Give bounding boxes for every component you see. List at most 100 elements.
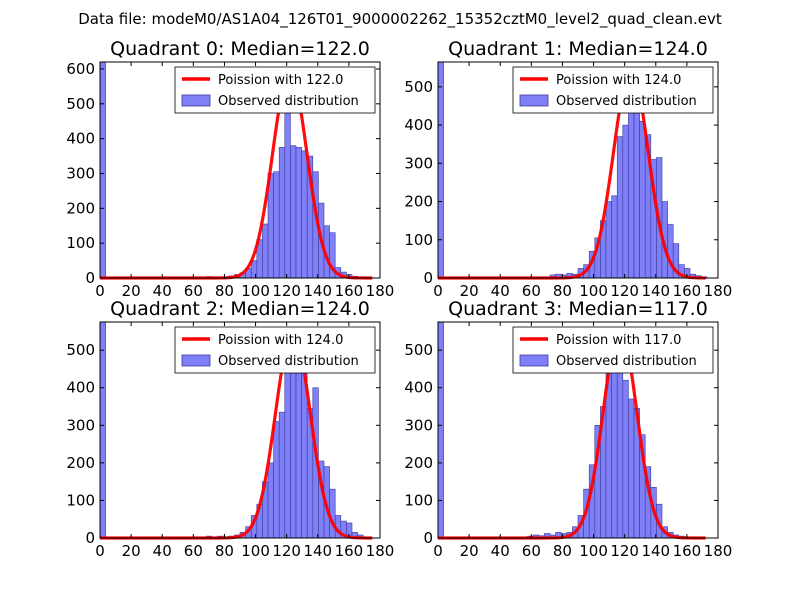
x-tick-label: 20 [460, 542, 479, 560]
histogram-bar [295, 372, 302, 539]
y-tick-label: 100 [404, 231, 433, 249]
histogram-bar [273, 421, 280, 539]
legend-bar-swatch [519, 354, 549, 367]
x-tick-label: 140 [303, 542, 332, 560]
x-tick-label: 60 [522, 282, 541, 300]
axes-frame [99, 61, 381, 279]
x-tick-label: 140 [641, 542, 670, 560]
x-tick-label: 100 [579, 282, 608, 300]
x-tick-label: 80 [553, 282, 572, 300]
legend-curve-label: Poission with 122.0 [218, 73, 343, 88]
chart-panel-1: 0 20 40 60 80 100 120 140 160 1800100200300400500… [404, 38, 732, 300]
histogram-bar [295, 147, 302, 279]
y-tick-label: 300 [404, 416, 433, 434]
histogram-bar [278, 411, 286, 539]
y-tick-label: 200 [66, 454, 95, 472]
histogram-bar [611, 195, 618, 279]
legend: Poission with 124.0 Observed distribution [512, 66, 714, 114]
x-tick-label: 160 [673, 282, 702, 300]
histogram-bar [290, 145, 297, 279]
legend-bar-label: Observed distribution [218, 354, 359, 369]
chart-panel-2: 0 20 40 60 80 100 120 140 160 1800100200300400500… [66, 298, 394, 560]
x-tick-label: 140 [641, 282, 670, 300]
x-tick-label: 160 [335, 542, 364, 560]
legend: Poission with 124.0 Observed distribution [174, 326, 376, 374]
histogram-bar [616, 136, 624, 279]
histogram-bar [99, 321, 106, 539]
histogram-bar [639, 120, 646, 279]
axes-frame [437, 61, 719, 279]
legend-bar-label: Observed distribution [556, 354, 697, 369]
x-tick-label: 40 [491, 542, 510, 560]
x-tick-label: 180 [704, 282, 733, 300]
y-tick-label: 0 [85, 529, 95, 547]
y-tick-label: 300 [66, 164, 95, 182]
x-tick-label: 80 [553, 542, 572, 560]
axes-frame [437, 321, 719, 539]
chart-panel-3: 0 20 40 60 80 100 120 140 160 1800100200300400500… [404, 298, 732, 560]
histogram-bar [667, 224, 674, 279]
histogram-bar [611, 364, 618, 539]
y-tick-label: 100 [66, 491, 95, 509]
y-tick-label: 0 [423, 269, 433, 287]
histogram-bar [267, 462, 274, 539]
y-tick-label: 0 [423, 529, 433, 547]
y-tick-label: 500 [66, 95, 95, 113]
histogram-bar [284, 103, 291, 279]
chart-title: Quadrant 1: Median=124.0 [448, 38, 708, 60]
chart-panel-0: 0 20 40 60 80 100 120 140 160 1800100200300400500… [66, 38, 394, 300]
histogram-bar [278, 147, 286, 279]
x-tick-label: 40 [153, 542, 172, 560]
chart-title: Quadrant 0: Median=122.0 [110, 38, 370, 60]
y-tick-label: 500 [404, 341, 433, 359]
x-tick-label: 120 [610, 282, 639, 300]
legend-curve-label: Poission with 117.0 [556, 333, 681, 348]
x-tick-label: 180 [366, 282, 395, 300]
figure-suptitle: Data file: modeM0/AS1A04_126T01_90000022… [78, 10, 722, 29]
x-tick-label: 20 [122, 542, 141, 560]
histogram-bar [622, 379, 629, 539]
legend-bar-label: Observed distribution [218, 94, 359, 109]
y-tick-label: 200 [66, 199, 95, 217]
y-tick-label: 200 [404, 193, 433, 211]
legend-curve-label: Poission with 124.0 [218, 333, 343, 348]
x-tick-label: 0 [433, 282, 443, 300]
y-tick-label: 400 [66, 130, 95, 148]
histogram-bar [262, 223, 269, 279]
y-tick-label: 300 [66, 416, 95, 434]
histogram-bar [284, 361, 291, 539]
x-tick-label: 20 [460, 282, 479, 300]
histogram-bar [437, 61, 444, 279]
x-tick-label: 120 [272, 542, 301, 560]
legend-bar-swatch [181, 94, 211, 107]
histogram-bar [329, 488, 336, 539]
legend: Poission with 122.0 Observed distribution [174, 66, 376, 114]
legend: Poission with 117.0 Observed distribution [512, 326, 714, 374]
y-tick-label: 400 [404, 379, 433, 397]
chart-title: Quadrant 2: Median=124.0 [110, 298, 370, 320]
x-tick-label: 160 [335, 282, 364, 300]
x-tick-label: 160 [673, 542, 702, 560]
y-tick-label: 500 [66, 341, 95, 359]
x-tick-label: 20 [122, 282, 141, 300]
y-tick-label: 100 [66, 234, 95, 252]
histogram-bar [301, 150, 308, 279]
x-tick-label: 0 [95, 542, 105, 560]
x-tick-label: 180 [704, 542, 733, 560]
y-tick-label: 400 [66, 379, 95, 397]
x-tick-label: 120 [272, 282, 301, 300]
x-tick-label: 80 [215, 542, 234, 560]
axes-frame [99, 321, 381, 539]
x-tick-label: 180 [366, 542, 395, 560]
y-tick-label: 600 [66, 60, 95, 78]
x-tick-label: 100 [241, 542, 270, 560]
histogram-bar [99, 61, 106, 279]
legend-bar-swatch [519, 94, 549, 107]
x-tick-label: 60 [184, 542, 203, 560]
x-tick-label: 100 [241, 282, 270, 300]
x-tick-label: 0 [95, 282, 105, 300]
legend-bar-swatch [181, 354, 211, 367]
y-tick-label: 200 [404, 454, 433, 472]
